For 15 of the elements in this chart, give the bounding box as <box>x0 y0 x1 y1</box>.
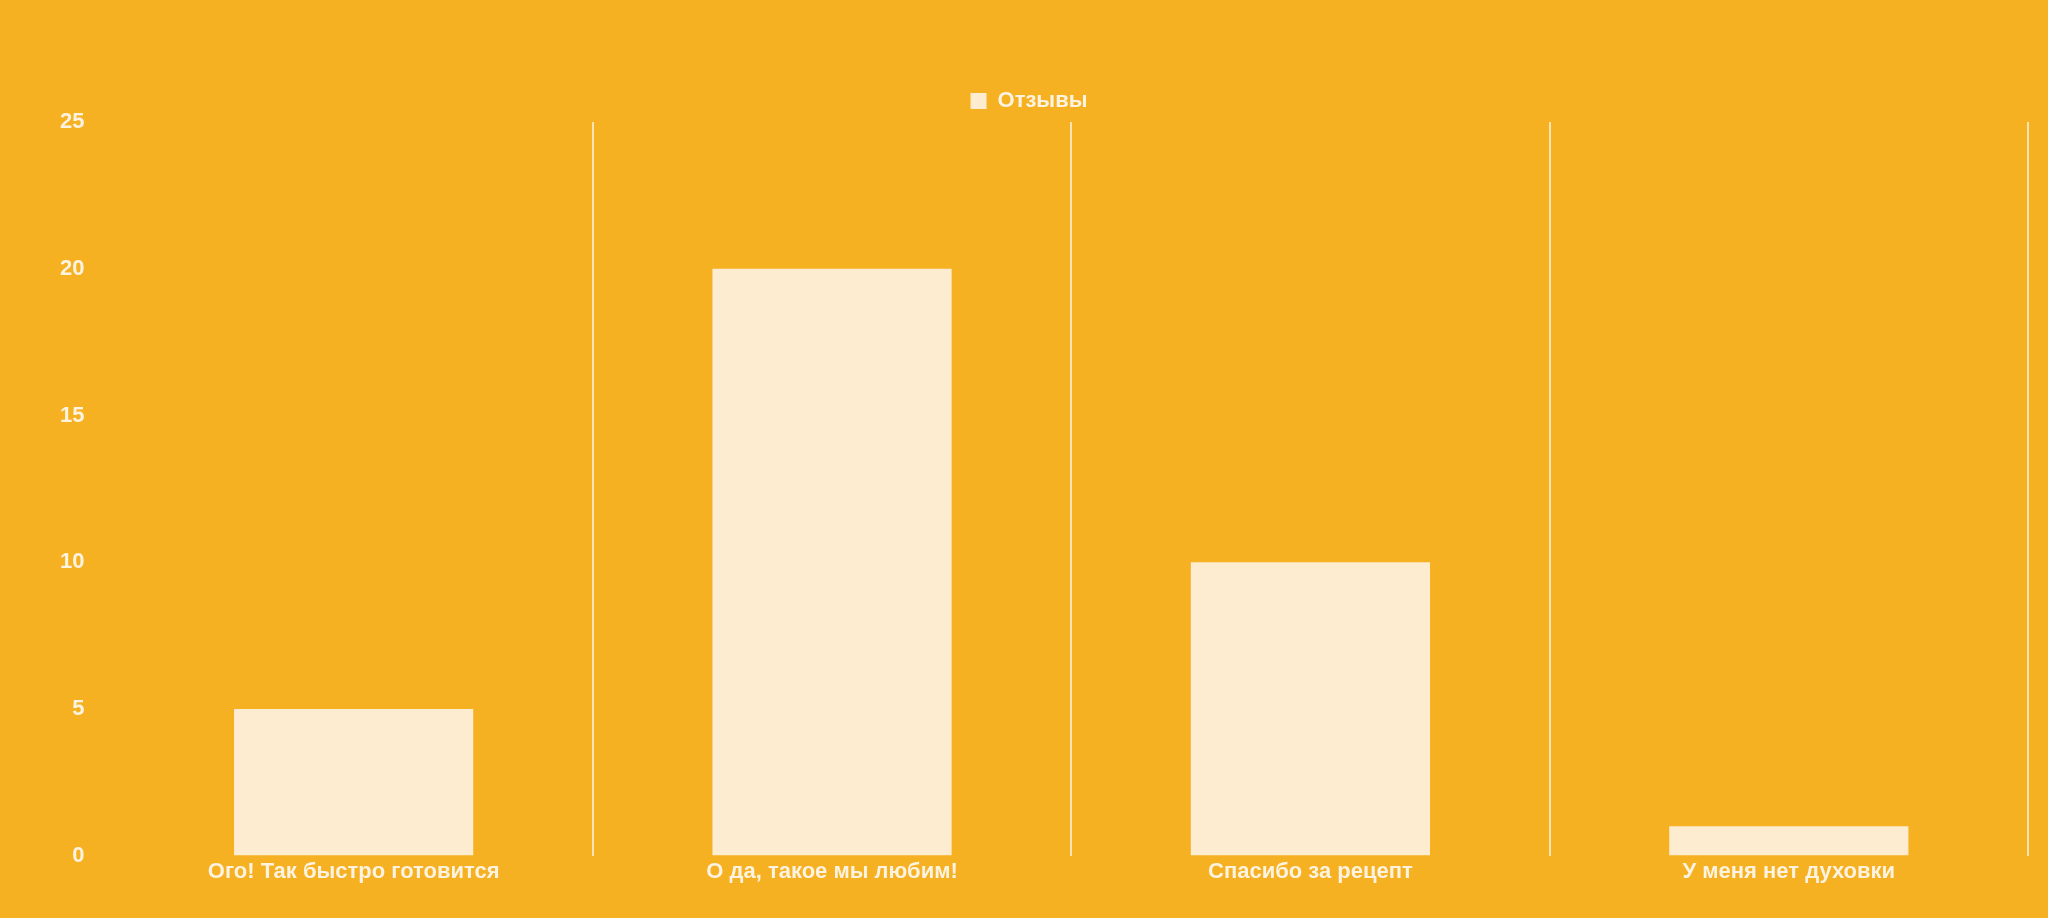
bar <box>1669 826 1909 856</box>
legend-label: Отзывы <box>997 87 1088 113</box>
y-tick-label: 20 <box>59 254 85 280</box>
x-tick-label: Спасибо за рецепт <box>1208 857 1414 883</box>
y-tick-label: 10 <box>59 548 85 574</box>
y-tick-label: 5 <box>72 694 85 720</box>
x-tick-label: У меня нет духовки <box>1682 857 1896 883</box>
bar <box>712 268 952 856</box>
bar <box>1190 562 1431 856</box>
y-tick-label: 25 <box>59 108 85 134</box>
y-tick-label: 15 <box>59 401 85 427</box>
y-tick-label: 0 <box>72 841 85 867</box>
bar <box>234 708 474 856</box>
x-tick-label: О да, такое мы любим! <box>706 857 958 883</box>
x-tick-label: Ого! Так быстро готовится <box>207 857 500 883</box>
